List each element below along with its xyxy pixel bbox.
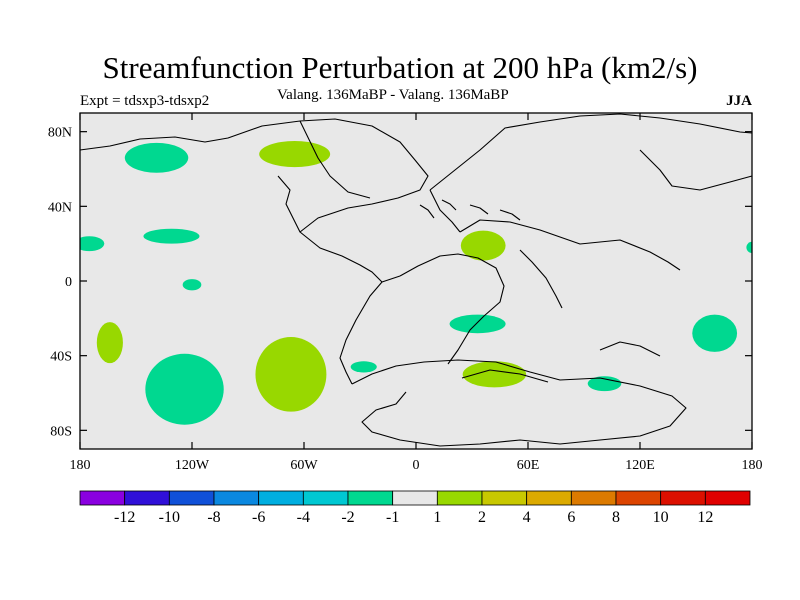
region-south-pacific-negative xyxy=(145,353,224,425)
region-north-atlantic-positive xyxy=(259,141,331,168)
colorbar-level-label: -10 xyxy=(159,509,180,526)
region-tasman-negative xyxy=(692,314,738,352)
x-tick-label: 180 xyxy=(70,458,91,473)
colorbar-level-label: 12 xyxy=(697,509,713,526)
x-tick-label: 60W xyxy=(290,458,318,473)
colorbar-level-label: 2 xyxy=(478,509,486,526)
paleo-coastlines xyxy=(79,113,753,447)
y-tick-label: 40N xyxy=(48,200,72,215)
chart-title: Streamfunction Perturbation at 200 hPa (… xyxy=(102,50,698,85)
colorbar-swatch xyxy=(258,490,304,506)
colorbar-level-label: 1 xyxy=(433,509,441,526)
region-equatorial-pacific-negative xyxy=(182,279,202,291)
region-tropical-pacific-negative xyxy=(143,228,200,244)
colorbar-swatch xyxy=(124,490,170,506)
colorbar-level-label: -4 xyxy=(297,509,310,526)
experiment-label: Expt = tdsxp3-tdsxp2 xyxy=(80,93,210,109)
colorbar-swatch xyxy=(660,490,706,506)
x-axis: 180 120W 60W 0 60E 120E 180 xyxy=(70,113,763,473)
season-label: JJA xyxy=(726,93,752,109)
x-tick-label: 180 xyxy=(742,458,763,473)
colorbar-swatch xyxy=(392,490,438,506)
colorbar-swatch xyxy=(481,490,528,506)
colorbar-level-label: 4 xyxy=(523,509,531,526)
region-south-indian-negative xyxy=(449,314,506,334)
y-axis: 80N 40N 0 40S 80S xyxy=(48,126,752,439)
colorbar-swatch xyxy=(79,490,126,506)
colorbar-level-label: 10 xyxy=(653,509,669,526)
colorbar-swatch xyxy=(615,490,662,506)
colorbar-swatch xyxy=(436,490,483,506)
chart-subtitle: Valang. 136MaBP - Valang. 136MaBP xyxy=(277,87,509,103)
region-south-indian-east-negative xyxy=(587,376,622,392)
colorbar-level-label: -6 xyxy=(252,509,265,526)
colorbar-swatch xyxy=(570,490,617,506)
x-tick-label: 0 xyxy=(413,458,420,473)
region-southern-africa-positive xyxy=(462,361,527,388)
region-south-america-positive xyxy=(255,337,327,412)
y-tick-label: 80N xyxy=(48,126,72,141)
y-tick-label: 40S xyxy=(50,350,72,365)
region-west-edge-negative xyxy=(80,236,105,252)
colorbar-level-label: -12 xyxy=(114,509,135,526)
colorbar-swatch xyxy=(302,490,349,506)
colorbar-swatch xyxy=(704,490,751,506)
colorbar-swatch xyxy=(168,490,215,506)
y-tick-label: 80S xyxy=(50,424,72,439)
colorbar-swatch xyxy=(213,490,260,506)
colorbar-level-label: 8 xyxy=(612,509,620,526)
colorbar-level-label: -1 xyxy=(386,509,399,526)
region-south-atlantic-negative xyxy=(350,361,377,373)
colorbar-level-label: 6 xyxy=(567,509,575,526)
colorbar-level-label: -8 xyxy=(207,509,220,526)
colorbar: -12 -10 -8 -6 -4 -2 -1 1 2 4 6 8 10 12 xyxy=(79,490,751,526)
region-east-edge-negative xyxy=(746,241,752,253)
region-africa-positive xyxy=(460,230,506,261)
colorbar-swatch xyxy=(347,490,394,506)
y-tick-label: 0 xyxy=(65,275,72,290)
x-tick-label: 60E xyxy=(517,458,540,473)
region-south-pacific-west-positive xyxy=(96,322,123,364)
x-tick-label: 120E xyxy=(625,458,655,473)
region-north-pacific-negative xyxy=(124,142,189,173)
colorbar-swatch xyxy=(526,490,572,506)
colorbar-level-label: -2 xyxy=(341,509,354,526)
x-tick-label: 120W xyxy=(175,458,210,473)
